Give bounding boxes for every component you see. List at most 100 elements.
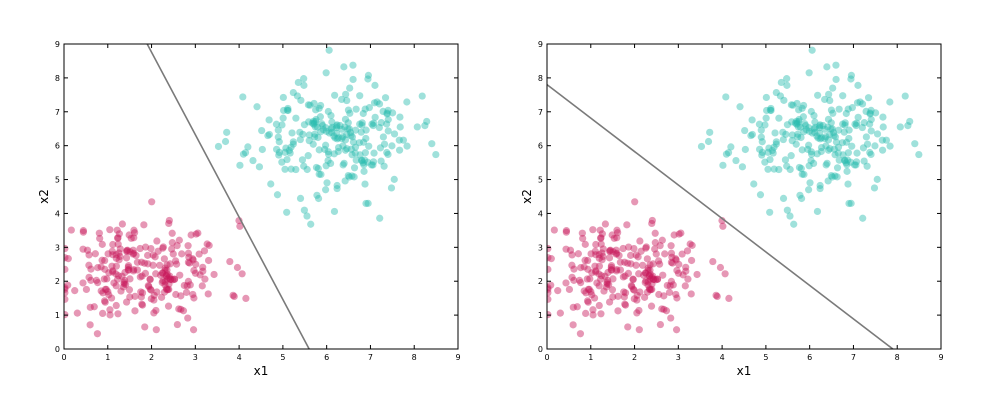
x-tick-label: 0 bbox=[61, 353, 66, 362]
scatter-point bbox=[783, 206, 791, 214]
scatter-point bbox=[775, 165, 783, 174]
scatter-point bbox=[352, 105, 360, 113]
scatter-point bbox=[644, 281, 652, 289]
scatter-point bbox=[138, 272, 146, 280]
scatter-point bbox=[371, 113, 379, 121]
scatter-point bbox=[104, 250, 112, 258]
scatter-point bbox=[821, 95, 829, 104]
scatter-point bbox=[776, 92, 785, 100]
scatter-point bbox=[328, 123, 336, 131]
scatter-point bbox=[635, 326, 643, 334]
scatter-point bbox=[141, 323, 149, 331]
scatter-point bbox=[165, 216, 173, 225]
scatter-point bbox=[334, 147, 342, 156]
scatter-point bbox=[644, 266, 652, 274]
scatter-point bbox=[171, 257, 180, 265]
scatter-point bbox=[862, 107, 870, 116]
scatter-point bbox=[672, 290, 680, 299]
scatter-point bbox=[649, 260, 657, 268]
scatter-point bbox=[283, 208, 291, 216]
scatter-point bbox=[748, 116, 756, 124]
scatter-point bbox=[641, 269, 649, 277]
scatter-point bbox=[621, 289, 630, 297]
x-tick-label: 4 bbox=[720, 353, 725, 362]
scatter-point bbox=[238, 270, 246, 278]
scatter-point bbox=[669, 281, 677, 289]
scatter-point bbox=[547, 281, 555, 289]
scatter-point bbox=[361, 149, 369, 157]
scatter-point bbox=[859, 214, 867, 222]
scatter-point bbox=[866, 120, 874, 128]
scatter-point bbox=[649, 275, 657, 283]
scatter-point bbox=[609, 248, 617, 256]
scatter-point bbox=[815, 124, 824, 132]
scatter-point bbox=[766, 106, 774, 114]
scatter-point bbox=[136, 273, 144, 281]
scatter-point bbox=[153, 288, 161, 296]
scatter-point bbox=[376, 214, 384, 222]
scatter-point bbox=[761, 121, 769, 129]
y-tick-label: 4 bbox=[538, 209, 543, 218]
scatter-point bbox=[338, 134, 346, 143]
scatter-point bbox=[189, 326, 198, 334]
scatter-point bbox=[168, 229, 176, 237]
scatter-point bbox=[192, 230, 200, 238]
scatter-point bbox=[758, 151, 766, 159]
scatter-point bbox=[330, 207, 339, 216]
scatter-point bbox=[101, 256, 109, 265]
scatter-point bbox=[565, 285, 574, 294]
scatter-point bbox=[797, 164, 805, 173]
scatter-point bbox=[592, 268, 600, 276]
y-tick-label: 2 bbox=[538, 277, 543, 286]
scatter-point bbox=[579, 234, 587, 243]
scatter-point bbox=[97, 287, 105, 295]
scatter-point bbox=[668, 259, 677, 267]
scatter-point bbox=[547, 285, 552, 293]
scatter-point bbox=[802, 122, 810, 130]
scatter-point bbox=[148, 198, 156, 206]
scatter-point bbox=[358, 119, 366, 127]
scatter-point bbox=[580, 287, 588, 295]
scatter-point bbox=[79, 279, 87, 287]
y-tick-label: 9 bbox=[55, 40, 60, 49]
scatter-point bbox=[658, 236, 666, 244]
scatter-point bbox=[644, 264, 652, 272]
scatter-point bbox=[786, 165, 794, 174]
scatter-point bbox=[824, 123, 832, 131]
scatter-point bbox=[741, 145, 749, 154]
scatter-point bbox=[623, 259, 632, 267]
scatter-point bbox=[624, 269, 633, 277]
y-tick-label: 7 bbox=[55, 108, 60, 117]
scatter-point bbox=[603, 280, 611, 288]
scatter-point bbox=[768, 146, 776, 155]
scatter-point bbox=[666, 282, 674, 290]
scatter-point bbox=[165, 285, 173, 293]
scatter-point bbox=[630, 244, 638, 253]
scatter-point bbox=[609, 275, 617, 283]
scatter-point bbox=[85, 273, 93, 281]
scatter-point bbox=[767, 104, 775, 113]
scatter-point bbox=[822, 133, 830, 141]
scatter-point bbox=[104, 288, 112, 296]
scatter-point bbox=[799, 113, 807, 121]
scatter-point bbox=[165, 280, 173, 288]
scatter-point bbox=[236, 222, 244, 230]
scatter-point bbox=[783, 81, 791, 89]
scatter-point bbox=[783, 75, 791, 83]
scatter-point bbox=[161, 264, 169, 272]
scatter-point bbox=[569, 303, 577, 311]
scatter-point bbox=[643, 288, 652, 296]
scatter-point bbox=[827, 171, 835, 180]
x-tick-label: 4 bbox=[237, 353, 242, 362]
scatter-point bbox=[813, 150, 821, 158]
scatter-point bbox=[85, 261, 93, 269]
scatter-point bbox=[824, 177, 832, 185]
scatter-point bbox=[610, 234, 618, 242]
scatter-point bbox=[284, 106, 292, 115]
scatter-point bbox=[312, 115, 320, 124]
scatter-point bbox=[138, 258, 146, 266]
scatter-point bbox=[616, 266, 625, 274]
scatter-point bbox=[116, 245, 124, 253]
scatter-point bbox=[281, 165, 289, 173]
scatter-point bbox=[636, 288, 644, 296]
